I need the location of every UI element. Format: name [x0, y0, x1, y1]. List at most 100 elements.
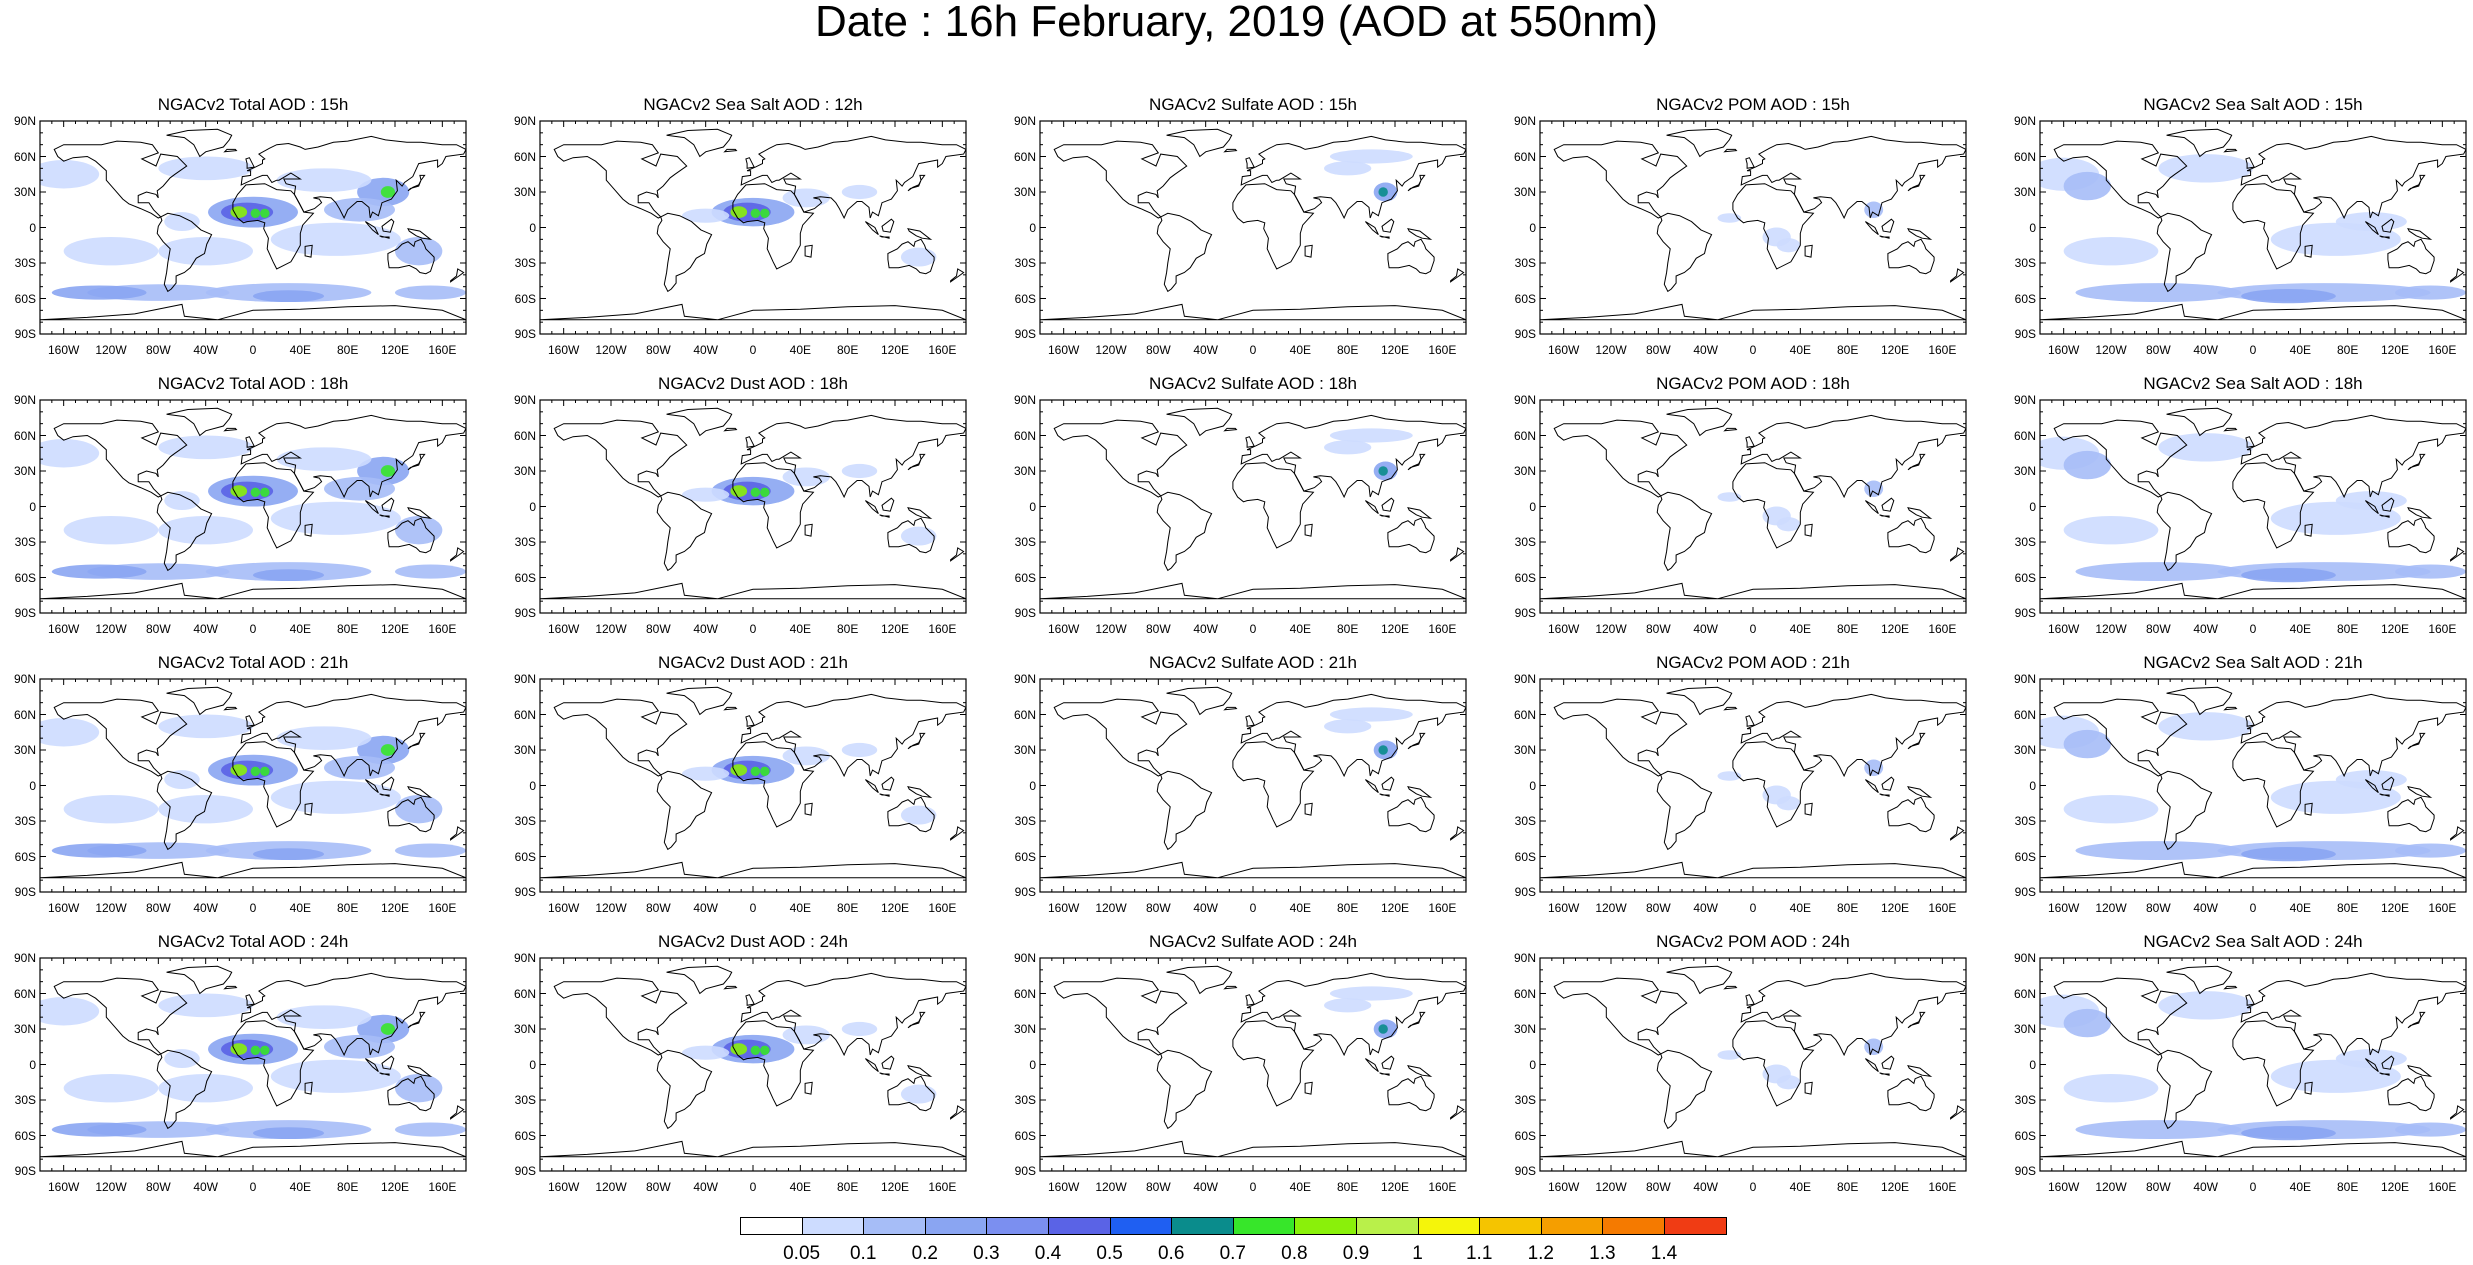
coastline [907, 453, 926, 471]
longitude-label: 40E [289, 1180, 312, 1194]
coastline [2381, 1055, 2395, 1070]
coastline [1379, 1072, 1390, 1076]
longitude-label: 40W [1693, 343, 1718, 357]
aod-plume [2075, 562, 2242, 582]
aod-plume [760, 766, 770, 777]
coastline [540, 1140, 966, 1158]
aod-plume [324, 197, 395, 222]
latitude-label: 30S [2014, 535, 2036, 549]
coastline [950, 1105, 965, 1120]
coastline [381, 1055, 395, 1070]
colorbar-swatch [801, 1217, 865, 1235]
longitude-label: 40E [1289, 901, 1312, 915]
longitude-label: 80W [2145, 901, 2171, 915]
longitude-label: 120E [2380, 343, 2410, 357]
aod-map [2039, 399, 2467, 614]
longitude-label: 80E [1836, 343, 1859, 357]
longitude-label: 160W [547, 343, 580, 357]
aod-plume [2075, 841, 2242, 861]
coastline [2365, 1058, 2379, 1072]
coastline [1304, 523, 1313, 537]
latitude-label: 90N [1513, 672, 1536, 686]
aod-plume [900, 805, 937, 825]
coastline [881, 218, 895, 233]
aod-map [1539, 120, 1967, 335]
coastline [2407, 228, 2433, 241]
latitude-label: 60S [1514, 291, 1536, 306]
coastline [950, 826, 965, 841]
latitude-label: 90S [2014, 327, 2036, 341]
coastline [304, 523, 313, 537]
latitude-label: 30N [513, 1022, 536, 1036]
map-frame [1539, 399, 1967, 614]
colorbar-swatch [740, 1217, 803, 1235]
coastline [865, 779, 879, 793]
coastline [656, 491, 713, 572]
latitude-label: 0 [1529, 499, 1536, 514]
aod-plume [158, 515, 253, 545]
latitude-label: 30N [513, 743, 536, 757]
coastline [1732, 1020, 1815, 1107]
aod-plume [682, 487, 730, 502]
coastline [407, 228, 433, 241]
coastline [2365, 779, 2379, 793]
latitude-label: 90S [14, 606, 36, 620]
latitude-label: 0 [2029, 220, 2036, 235]
aod-plume [395, 285, 466, 300]
longitude-label: 80E [2336, 901, 2359, 915]
coastline [53, 698, 188, 777]
latitude-label: 0 [529, 220, 536, 235]
coastline [232, 183, 315, 270]
colorbar-tick-label: 0.1 [849, 1243, 877, 1264]
coastline [887, 238, 935, 275]
coastline [2053, 140, 2188, 219]
coastline [223, 706, 238, 711]
longitude-label: 40W [1193, 901, 1218, 915]
map-frame [539, 399, 967, 614]
coastline [2223, 148, 2238, 153]
coastline [450, 268, 465, 283]
coastline [1907, 1065, 1933, 1078]
coastline [907, 228, 933, 241]
aod-plume [250, 487, 261, 498]
coastline [1240, 414, 1466, 499]
aod-plume [395, 236, 443, 266]
coastline [1450, 1105, 1465, 1120]
aod-plume [395, 843, 466, 858]
latitude-label: 60S [2014, 570, 2036, 585]
aod-plume [230, 485, 248, 498]
longitude-label: 120E [880, 901, 910, 915]
longitude-label: 120E [1880, 1180, 1910, 1194]
latitude-label: 90N [2013, 951, 2036, 965]
coastline [723, 148, 738, 153]
coastline [1907, 732, 1926, 750]
longitude-label: 0 [1249, 1180, 1257, 1194]
longitude-label: 120W [1095, 622, 1127, 636]
colorbar-tick-label: 1.3 [1589, 1243, 1616, 1264]
coastline [1387, 517, 1435, 554]
coastline [1245, 994, 1255, 1006]
longitude-label: 80E [2336, 1180, 2359, 1194]
longitude-label: 160W [2047, 622, 2080, 636]
coastline [907, 732, 926, 750]
coastline [1245, 157, 1255, 169]
latitude-label: 90S [14, 1164, 36, 1178]
longitude-label: 160E [428, 622, 457, 636]
aod-plume [1776, 796, 1801, 811]
aod-plume [276, 447, 372, 471]
longitude-label: 80E [336, 622, 359, 636]
aod-plume [2335, 212, 2407, 232]
map-frame [1539, 957, 1967, 1172]
longitude-label: 160E [1428, 622, 1457, 636]
aod-plume [1329, 707, 1413, 722]
coastline [1156, 1049, 1213, 1130]
aod-plume [40, 160, 100, 189]
coastline [950, 547, 965, 562]
colorbar-swatch [1048, 1217, 1111, 1235]
longitude-label: 160E [2428, 901, 2457, 915]
latitude-label: 0 [2029, 499, 2036, 514]
coastline [2387, 796, 2435, 833]
aod-plume [730, 1043, 748, 1056]
aod-plume [750, 208, 761, 219]
latitude-label: 0 [529, 1057, 536, 1072]
